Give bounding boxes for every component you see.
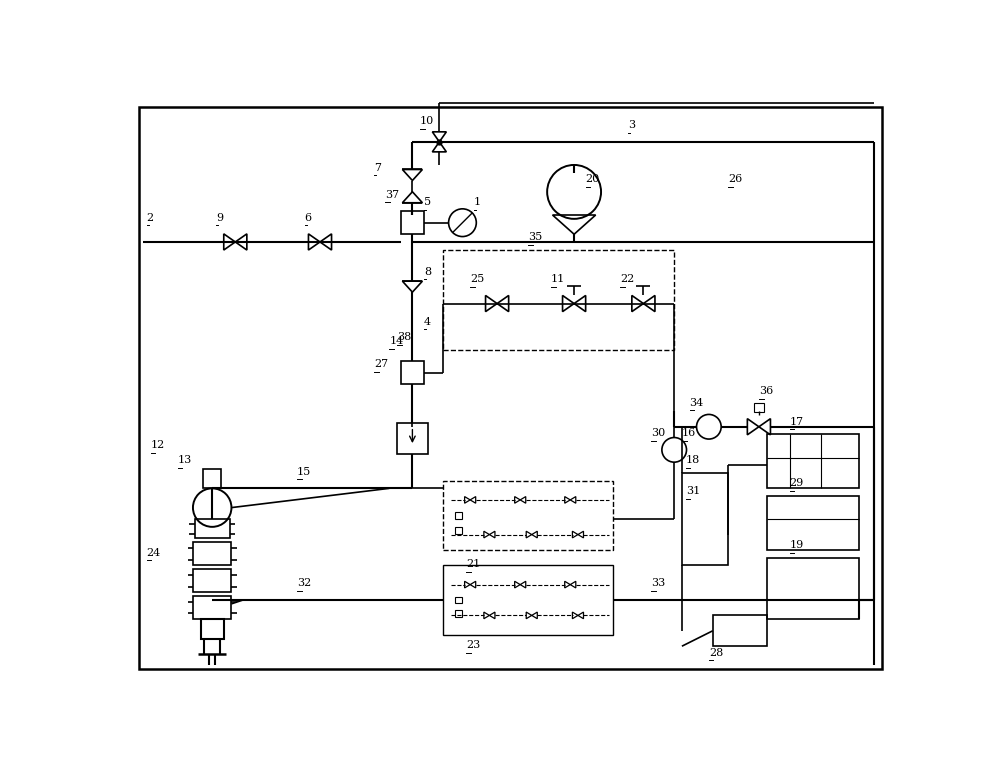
Bar — [193, 542, 231, 565]
Bar — [767, 558, 859, 619]
Bar — [401, 361, 424, 384]
Text: 20: 20 — [586, 174, 600, 184]
Text: 32: 32 — [297, 578, 311, 588]
Bar — [443, 565, 613, 635]
Bar — [397, 423, 428, 454]
Bar — [682, 473, 728, 565]
Text: 28: 28 — [709, 648, 723, 658]
Bar — [443, 249, 674, 350]
Text: 6: 6 — [305, 213, 312, 223]
Text: 17: 17 — [790, 417, 804, 427]
Text: 7: 7 — [374, 163, 381, 173]
Bar — [455, 527, 462, 534]
Bar — [767, 496, 859, 550]
Text: 27: 27 — [374, 359, 388, 369]
Bar — [713, 615, 767, 646]
Text: 34: 34 — [690, 398, 704, 408]
Text: 23: 23 — [466, 640, 481, 650]
Bar — [193, 596, 231, 619]
Text: 12: 12 — [151, 440, 165, 450]
Text: 8: 8 — [424, 266, 431, 277]
Text: 37: 37 — [385, 190, 400, 200]
Bar — [201, 619, 224, 639]
Bar — [195, 519, 230, 539]
Text: 21: 21 — [466, 559, 481, 569]
Text: 29: 29 — [790, 478, 804, 488]
Text: 10: 10 — [420, 116, 434, 126]
Text: 31: 31 — [686, 486, 700, 496]
Bar — [455, 512, 462, 519]
Bar — [401, 211, 424, 234]
Text: 26: 26 — [728, 174, 742, 184]
Text: 30: 30 — [651, 428, 665, 438]
Text: 33: 33 — [651, 578, 665, 588]
Text: 1: 1 — [474, 197, 481, 207]
Text: 11: 11 — [551, 275, 565, 285]
Text: 5: 5 — [424, 197, 431, 207]
Text: 25: 25 — [470, 275, 484, 285]
Text: 18: 18 — [686, 455, 700, 465]
Text: 9: 9 — [216, 213, 223, 223]
Text: 2: 2 — [147, 213, 154, 223]
Text: 4: 4 — [424, 317, 431, 327]
Text: 35: 35 — [528, 232, 542, 242]
Text: 15: 15 — [297, 467, 311, 477]
Text: 24: 24 — [147, 548, 161, 558]
Bar — [443, 480, 613, 550]
Bar — [455, 610, 462, 617]
Text: 14: 14 — [389, 336, 404, 346]
Bar — [767, 435, 859, 488]
Text: 22: 22 — [620, 275, 635, 285]
Text: 19: 19 — [790, 540, 804, 550]
Bar — [203, 469, 221, 488]
Bar — [754, 403, 764, 412]
Text: 13: 13 — [178, 455, 192, 465]
Bar — [193, 569, 231, 592]
Bar — [455, 597, 462, 604]
Text: 38: 38 — [397, 332, 411, 342]
Text: 16: 16 — [682, 428, 696, 438]
Text: 3: 3 — [628, 120, 635, 130]
Text: 36: 36 — [759, 386, 773, 396]
